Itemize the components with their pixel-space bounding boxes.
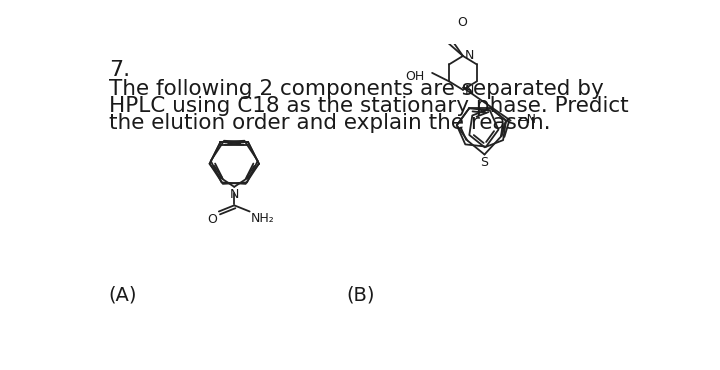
Text: S: S <box>480 156 488 169</box>
Text: (B): (B) <box>346 286 374 305</box>
Text: (A): (A) <box>109 286 138 305</box>
Text: N: N <box>464 49 474 62</box>
Text: the elution order and explain the reason.: the elution order and explain the reason… <box>109 113 550 133</box>
Text: =N: =N <box>517 112 537 125</box>
Text: 7.: 7. <box>109 60 130 80</box>
Text: OH: OH <box>405 70 425 83</box>
Text: N: N <box>230 188 239 201</box>
Text: HPLC using C18 as the stationary phase. Predict: HPLC using C18 as the stationary phase. … <box>109 96 629 116</box>
Text: The following 2 components are separated by: The following 2 components are separated… <box>109 79 603 99</box>
Text: N: N <box>464 84 474 97</box>
Text: O: O <box>207 213 217 226</box>
Text: NH₂: NH₂ <box>251 212 275 225</box>
Text: O: O <box>457 16 467 29</box>
